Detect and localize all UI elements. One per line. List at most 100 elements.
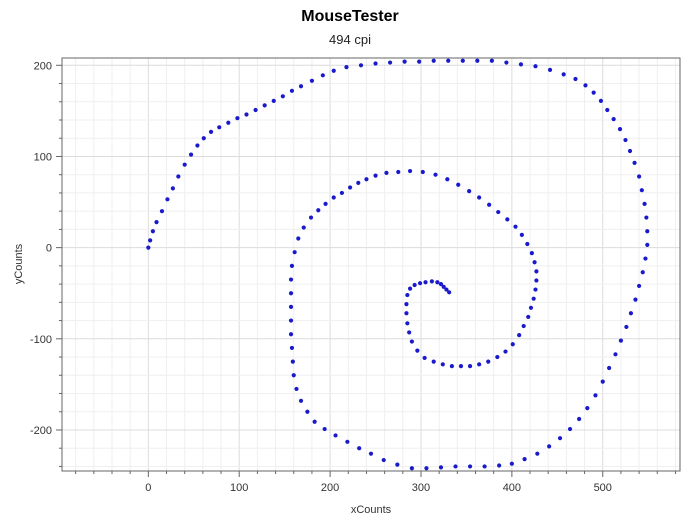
data-point — [547, 444, 552, 449]
data-point — [561, 72, 566, 77]
data-point — [339, 190, 345, 196]
data-point — [509, 461, 514, 466]
data-point — [645, 242, 650, 247]
data-point — [409, 339, 414, 344]
data-point — [518, 62, 524, 67]
data-point — [534, 269, 539, 274]
data-point — [567, 426, 573, 432]
data-point — [316, 208, 321, 213]
data-point — [605, 107, 610, 113]
x-tick-label: 500 — [594, 482, 612, 494]
data-point — [201, 136, 206, 141]
data-point — [344, 65, 349, 70]
data-point — [489, 58, 494, 63]
data-point — [424, 466, 429, 471]
data-point — [387, 60, 393, 65]
data-point — [534, 278, 539, 283]
data-point — [407, 330, 412, 335]
data-point — [217, 125, 222, 130]
data-point — [331, 195, 336, 200]
data-point — [467, 464, 473, 469]
data-point — [593, 393, 598, 398]
data-point — [154, 220, 159, 225]
data-point — [262, 103, 267, 108]
data-point — [627, 148, 633, 154]
data-point — [159, 209, 165, 214]
data-point — [600, 379, 605, 384]
data-point — [639, 188, 644, 193]
data-point — [644, 215, 649, 220]
axes: 0 100 200 300 400 500 200 100 0 -100 -200 — [30, 60, 676, 494]
data-point — [547, 67, 553, 72]
data-point — [312, 419, 317, 424]
data-point — [519, 232, 524, 237]
data-point — [291, 373, 296, 378]
plot-area — [61, 57, 681, 472]
data-point — [467, 189, 472, 194]
x-tick-label: 100 — [230, 482, 248, 494]
data-point — [475, 58, 480, 63]
data-point — [467, 364, 473, 369]
data-point — [347, 185, 353, 190]
data-point — [444, 287, 449, 292]
data-point — [613, 352, 618, 357]
data-point — [407, 286, 413, 291]
data-point — [497, 463, 502, 468]
data-point — [253, 107, 258, 113]
data-point — [381, 457, 386, 463]
data-point — [226, 120, 231, 125]
data-point — [296, 236, 301, 241]
data-point — [632, 160, 637, 165]
data-point — [503, 349, 508, 354]
data-point — [244, 112, 249, 117]
data-point — [453, 464, 458, 469]
data-point — [301, 225, 306, 230]
data-point — [460, 58, 465, 63]
data-point — [525, 241, 530, 247]
data-point — [446, 58, 451, 63]
data-point — [146, 245, 151, 250]
data-point — [331, 68, 336, 73]
data-point — [513, 224, 518, 229]
x-tick-label: 0 — [145, 482, 151, 494]
data-point — [528, 305, 534, 310]
data-point — [415, 348, 420, 353]
x-axis-title: xCounts — [351, 504, 392, 516]
data-point — [290, 359, 295, 364]
data-point — [288, 277, 294, 282]
data-point — [288, 332, 294, 337]
data-point — [431, 58, 436, 63]
data-point — [591, 90, 596, 95]
data-point — [292, 250, 297, 255]
data-point — [486, 359, 491, 364]
data-point — [165, 197, 170, 202]
data-point — [583, 83, 588, 88]
y-tick-label: -100 — [30, 334, 52, 346]
data-point — [640, 270, 645, 275]
data-point — [495, 354, 500, 360]
data-point — [440, 362, 445, 367]
data-point — [533, 64, 538, 69]
data-point — [396, 169, 401, 175]
data-point — [176, 174, 181, 179]
data-point — [637, 283, 642, 289]
data-point — [417, 281, 423, 286]
data-point — [322, 426, 327, 432]
data-point — [447, 290, 452, 295]
chart-title: MouseTester — [301, 8, 399, 25]
data-point — [289, 88, 295, 93]
data-point — [150, 229, 155, 234]
data-point — [637, 174, 642, 179]
x-tick-label: 200 — [321, 482, 339, 494]
data-point — [395, 462, 400, 467]
data-point — [557, 436, 563, 441]
data-point — [235, 116, 240, 121]
data-point — [356, 180, 361, 186]
data-point — [405, 321, 410, 326]
data-point — [294, 386, 299, 392]
data-point — [496, 209, 501, 215]
data-point — [280, 94, 285, 99]
data-point — [364, 177, 369, 182]
data-point — [208, 129, 214, 134]
data-point — [532, 260, 537, 265]
